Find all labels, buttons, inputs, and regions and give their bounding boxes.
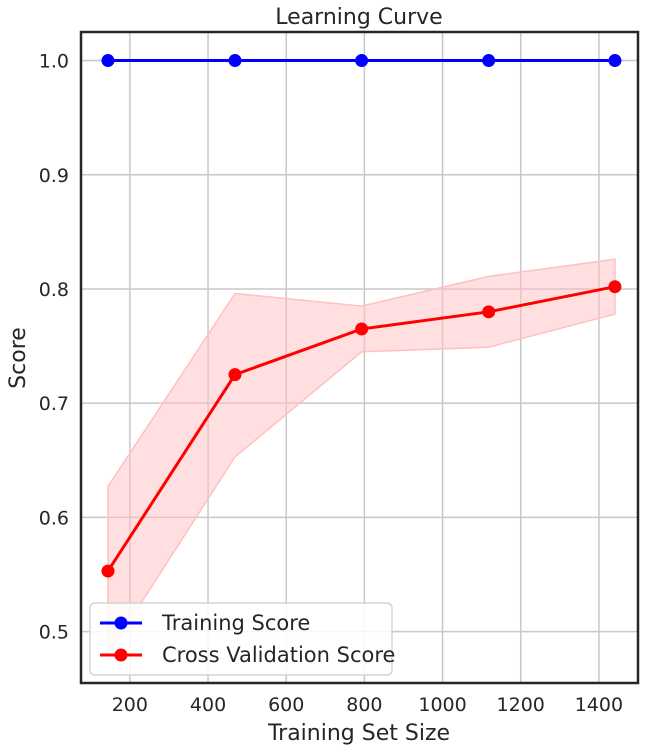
chart-title: Learning Curve — [275, 5, 442, 30]
x-tick-label: 1400 — [575, 694, 623, 716]
data-point — [608, 54, 622, 68]
y-tick-labels: 0.5 0.6 0.7 0.8 0.9 1.0 — [39, 51, 69, 644]
x-tick-label: 200 — [112, 694, 148, 716]
y-tick-label: 0.5 — [39, 622, 69, 644]
x-tick-label: 1200 — [497, 694, 545, 716]
y-tick-label: 0.6 — [39, 507, 69, 529]
x-tick-label: 1000 — [418, 694, 466, 716]
y-tick-label: 1.0 — [39, 51, 69, 73]
data-point — [482, 305, 496, 319]
grid — [81, 32, 638, 683]
legend-swatch-marker — [114, 648, 128, 662]
legend-swatch-marker — [114, 616, 128, 630]
y-tick-label: 0.7 — [39, 393, 69, 415]
x-tick-labels: 200 400 600 800 1000 1200 1400 — [112, 694, 623, 716]
legend-label: Training Score — [161, 611, 310, 635]
confidence-bands — [107, 258, 616, 658]
x-tick-label: 800 — [346, 694, 382, 716]
series-points — [101, 54, 622, 578]
data-point — [608, 280, 622, 294]
x-tick-label: 600 — [268, 694, 304, 716]
legend-label: Cross Validation Score — [162, 643, 395, 667]
data-point — [355, 322, 369, 336]
legend-box — [89, 602, 393, 676]
x-axis-title: Training Set Size — [267, 721, 450, 746]
legend: Training Score Cross Validation Score — [89, 602, 395, 676]
y-tick-label: 0.9 — [39, 165, 69, 187]
plot-frame — [79, 30, 640, 685]
data-point — [101, 564, 115, 578]
y-tick-label: 0.8 — [39, 279, 69, 301]
x-tick-label: 400 — [190, 694, 226, 716]
y-axis-title: Score — [6, 327, 31, 389]
data-point — [101, 54, 115, 68]
data-point — [355, 54, 369, 68]
data-point — [228, 54, 242, 68]
data-point — [228, 368, 242, 382]
data-point — [482, 54, 496, 68]
confidence-band — [107, 258, 616, 658]
